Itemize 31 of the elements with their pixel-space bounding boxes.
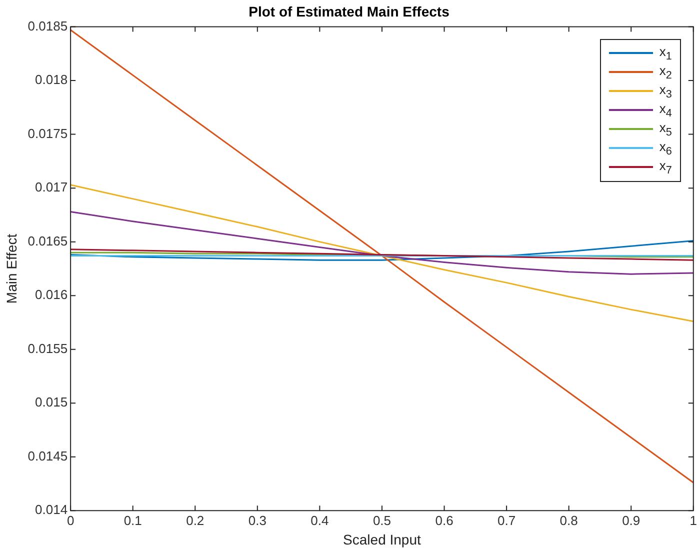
y-tick-label: 0.0155 [28, 340, 68, 356]
legend-label: x$_{2}$ [659, 63, 672, 82]
x-tick-label: 0.2 [186, 512, 204, 528]
legend-label: x$_{4}$ [659, 101, 672, 120]
y-tick-label: 0.0145 [28, 448, 68, 464]
x-tick-label: 0.9 [622, 512, 640, 528]
legend-label: x$_{3}$ [659, 82, 672, 101]
y-tick-label: 0.018 [35, 72, 68, 88]
y-tick-label: 0.016 [35, 287, 68, 302]
x-tick-label: 0 [66, 512, 74, 528]
legend-label: x$_{6}$ [659, 139, 672, 158]
y-tick-label: 0.015 [35, 394, 68, 410]
x-tick-label: 0.5 [372, 512, 392, 528]
y-tick-label: 0.0175 [28, 126, 68, 141]
x-axis-title: Scaled Input [343, 531, 421, 548]
x-tick-label: 0.7 [498, 512, 516, 528]
y-tick-label: 0.017 [35, 180, 68, 195]
y-tick-label: 0.0165 [28, 233, 68, 248]
legend-label: x$_{7}$ [659, 158, 672, 177]
x-tick-label: 0.8 [560, 512, 578, 528]
legend-label: x$_{1}$ [659, 44, 672, 63]
x-tick-label: 0.4 [310, 512, 329, 528]
legend-label: x$_{5}$ [659, 120, 672, 139]
x-tick-label: 1 [690, 512, 697, 528]
x-tick-label: 0.1 [124, 512, 142, 528]
chart-title: Plot of Estimated Main Effects [248, 3, 450, 20]
x-tick-label: 0.6 [435, 512, 454, 528]
x-tick-label: 0.3 [248, 512, 266, 528]
y-tick-label: 0.0185 [28, 18, 68, 34]
y-axis-title: Main Effect [3, 234, 20, 304]
y-tick-label: 0.014 [35, 502, 68, 518]
